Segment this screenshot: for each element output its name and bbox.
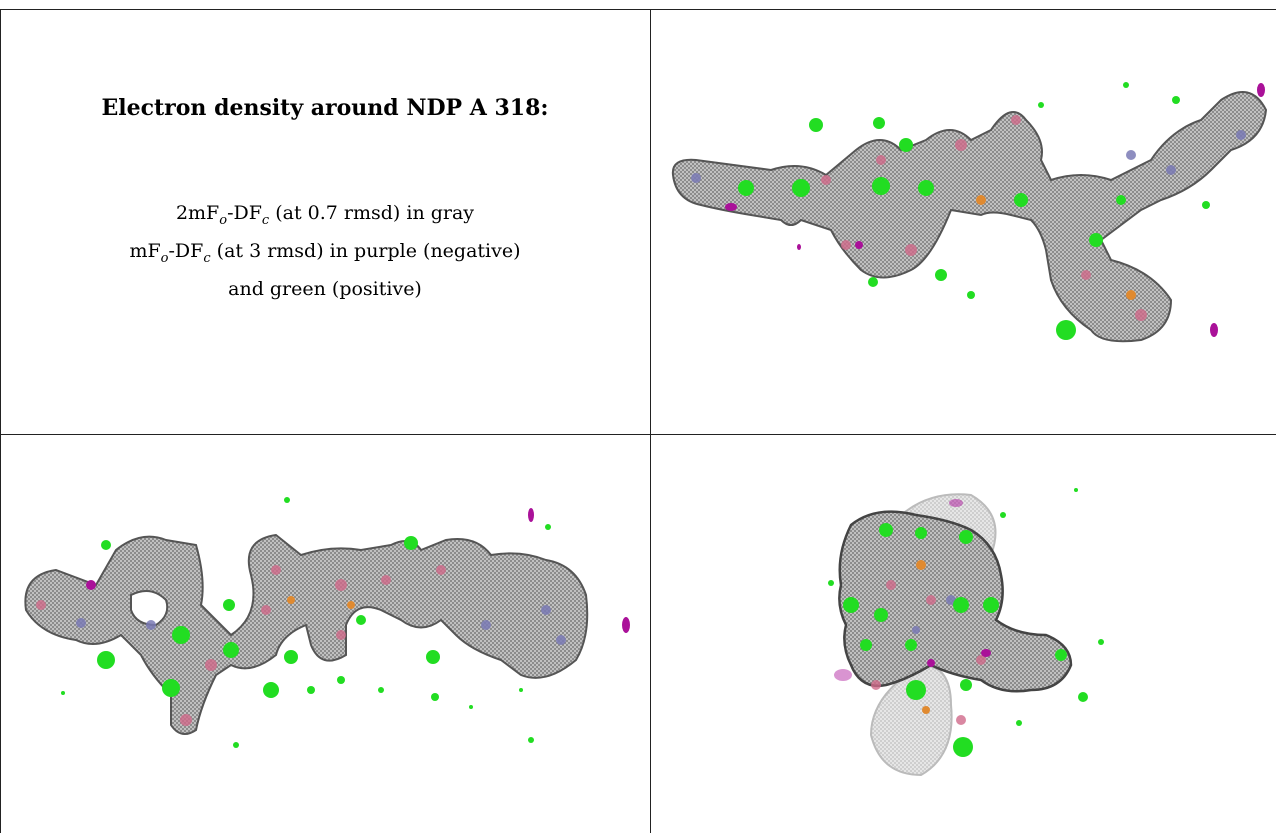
figure-title: Electron density around NDP A 318: bbox=[101, 95, 549, 121]
legend-text: 2mFo-DFc (at 0.7 rmsd) in gray mFo-DFc (… bbox=[1, 198, 650, 305]
oxygen-atoms bbox=[36, 565, 446, 726]
legend-line-mfo: mFo-DFc (at 3 rmsd) in purple (negative) bbox=[129, 239, 521, 266]
left-border bbox=[0, 9, 1, 833]
positive-green-blobs bbox=[828, 488, 1104, 757]
top-border bbox=[0, 9, 1276, 10]
phosphorus-atoms bbox=[287, 596, 355, 609]
oxygen-atoms bbox=[821, 115, 1147, 321]
nitrogen-atoms bbox=[691, 130, 1246, 183]
negative-purple-blobs bbox=[725, 83, 1265, 337]
positive-green-blobs bbox=[738, 82, 1210, 340]
gray-density-mesh bbox=[671, 91, 1268, 343]
legend-line-green: and green (positive) bbox=[228, 277, 422, 300]
phosphorus-atoms bbox=[976, 195, 1136, 300]
view-top-right bbox=[671, 82, 1268, 343]
row-divider bbox=[0, 434, 1276, 435]
view-bottom-right bbox=[828, 488, 1104, 777]
positive-green-blobs bbox=[61, 497, 551, 748]
caption-cell: Electron density around NDP A 318: 2mFo-… bbox=[1, 10, 650, 434]
negative-purple-blobs bbox=[86, 508, 630, 633]
gray-density-mesh bbox=[24, 533, 589, 735]
negative-purple-blobs bbox=[834, 499, 991, 681]
phosphorus-atoms bbox=[916, 560, 930, 714]
oxygen-atoms bbox=[871, 580, 986, 725]
middle-divider bbox=[650, 9, 651, 833]
nitrogen-atoms bbox=[76, 605, 566, 645]
legend-line-2mfo: 2mFo-DFc (at 0.7 rmsd) in gray bbox=[175, 202, 475, 228]
view-bottom-left bbox=[24, 497, 630, 748]
